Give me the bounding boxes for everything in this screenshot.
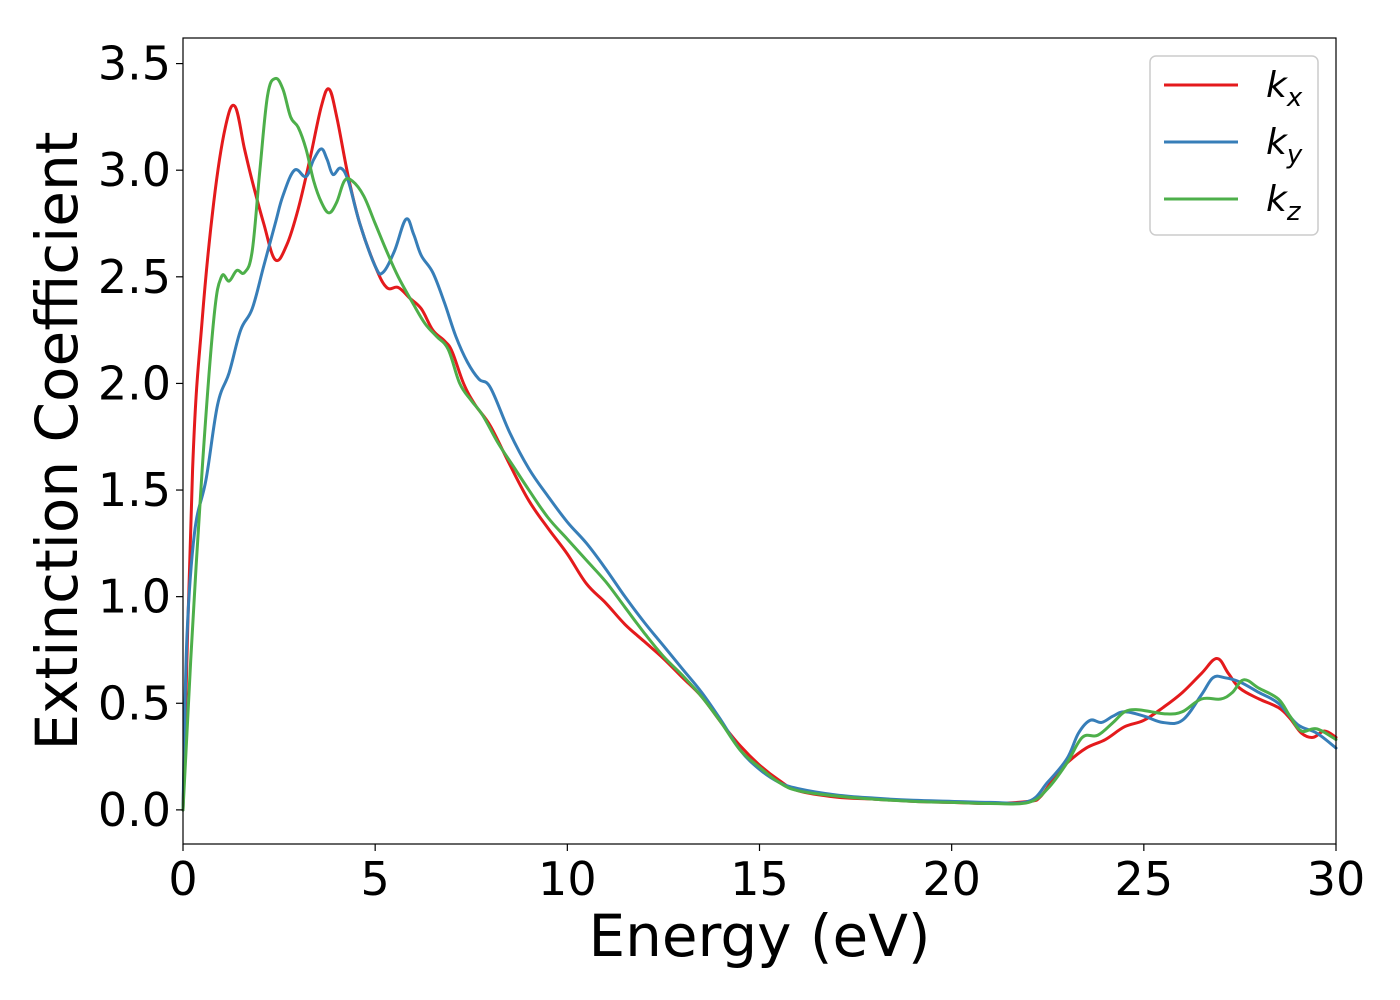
y-tick-label: 0.0 — [98, 783, 171, 837]
y-axis-label: Extinction Coefficient — [23, 132, 91, 751]
x-axis: 0 5 10 15 20 25 30 — [168, 844, 1365, 906]
x-tick-label: 15 — [730, 852, 789, 906]
y-tick-label: 1.0 — [98, 570, 171, 624]
series-layer — [181, 76, 1338, 812]
x-tick-label: 10 — [538, 852, 597, 906]
series-line-k-z — [181, 76, 1338, 812]
y-tick-label: 1.5 — [98, 463, 171, 517]
y-tick-label: 3.0 — [98, 143, 171, 197]
x-tick-label: 25 — [1115, 852, 1174, 906]
x-tick-label: 5 — [361, 852, 390, 906]
x-tick-label: 20 — [922, 852, 981, 906]
y-tick-label: 0.5 — [98, 676, 171, 730]
y-axis: 0.0 0.5 1.0 1.5 2.0 2.5 3.0 3.5 — [98, 37, 183, 837]
y-tick-label: 3.5 — [98, 37, 171, 91]
y-tick-label: 2.0 — [98, 356, 171, 410]
x-tick-label: 0 — [168, 852, 197, 906]
y-tick-label: 2.5 — [98, 250, 171, 304]
legend-label-y: ky — [1266, 122, 1303, 170]
x-axis-label: Energy (eV) — [588, 902, 930, 970]
x-tick-label: 30 — [1307, 852, 1366, 906]
series-line-k-x — [181, 87, 1338, 812]
legend-box — [1149, 55, 1319, 236]
